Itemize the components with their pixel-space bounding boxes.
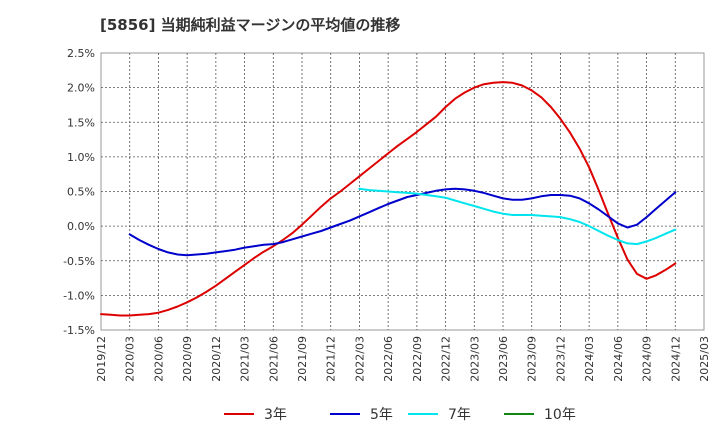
series-lines xyxy=(100,81,677,317)
x-tick-label: 2025/03 xyxy=(698,336,711,382)
legend: 3年 5年 7年 10年 xyxy=(224,407,576,423)
x-tick-label: 2020/06 xyxy=(152,336,165,382)
x-tick-label: 2024/09 xyxy=(641,336,654,382)
series-line-5年 xyxy=(128,187,677,257)
x-tick-label: 2019/12 xyxy=(95,336,108,382)
series-line-7年 xyxy=(358,187,677,246)
y-tick-label: 0.0% xyxy=(67,220,95,233)
legend-label-5年: 5年 xyxy=(370,407,393,423)
x-tick-label: 2021/12 xyxy=(325,336,338,382)
x-tick-label: 2024/12 xyxy=(669,336,682,382)
x-tick-label: 2021/03 xyxy=(239,336,252,382)
x-tick-label: 2024/06 xyxy=(612,336,625,382)
x-tick-label: 2020/03 xyxy=(124,336,137,382)
x-tick-label: 2022/06 xyxy=(382,336,395,382)
chart-title: [5856] 当期純利益マージンの平均値の推移 xyxy=(100,16,401,34)
x-tick-label: 2023/06 xyxy=(497,336,510,382)
legend-label-7年: 7年 xyxy=(448,407,471,423)
y-tick-label: 2.0% xyxy=(67,82,95,95)
y-tick-label: 0.5% xyxy=(67,186,95,199)
x-tick-label: 2022/09 xyxy=(411,336,424,382)
y-axis: -1.5% -1.0% -0.5% 0.0% 0.5% 1.0% 1.5% 2.0% 2.5% xyxy=(63,47,95,337)
x-tick-label: 2022/03 xyxy=(353,336,366,382)
series-line-3年 xyxy=(100,81,677,317)
x-tick-label: 2021/06 xyxy=(267,336,280,382)
x-axis: 2019/12 2020/03 2020/06 2020/09 2020/12 2021/… xyxy=(95,336,711,382)
x-tick-label: 2020/12 xyxy=(210,336,223,382)
x-tick-label: 2022/12 xyxy=(440,336,453,382)
x-tick-label: 2020/09 xyxy=(181,336,194,382)
x-tick-label: 2023/09 xyxy=(526,336,539,382)
legend-label-10年: 10年 xyxy=(544,407,576,423)
x-tick-label: 2024/03 xyxy=(583,336,596,382)
y-tick-label: 1.0% xyxy=(67,151,95,164)
y-tick-label: -1.5% xyxy=(63,324,95,337)
y-tick-label: -0.5% xyxy=(63,255,95,268)
x-tick-label: 2021/09 xyxy=(296,336,309,382)
y-tick-label: 1.5% xyxy=(67,116,95,129)
y-tick-label: 2.5% xyxy=(67,47,95,60)
x-tick-label: 2023/12 xyxy=(554,336,567,382)
y-tick-label: -1.0% xyxy=(63,289,95,302)
legend-label-3年: 3年 xyxy=(264,407,287,423)
x-tick-label: 2023/03 xyxy=(468,336,481,382)
